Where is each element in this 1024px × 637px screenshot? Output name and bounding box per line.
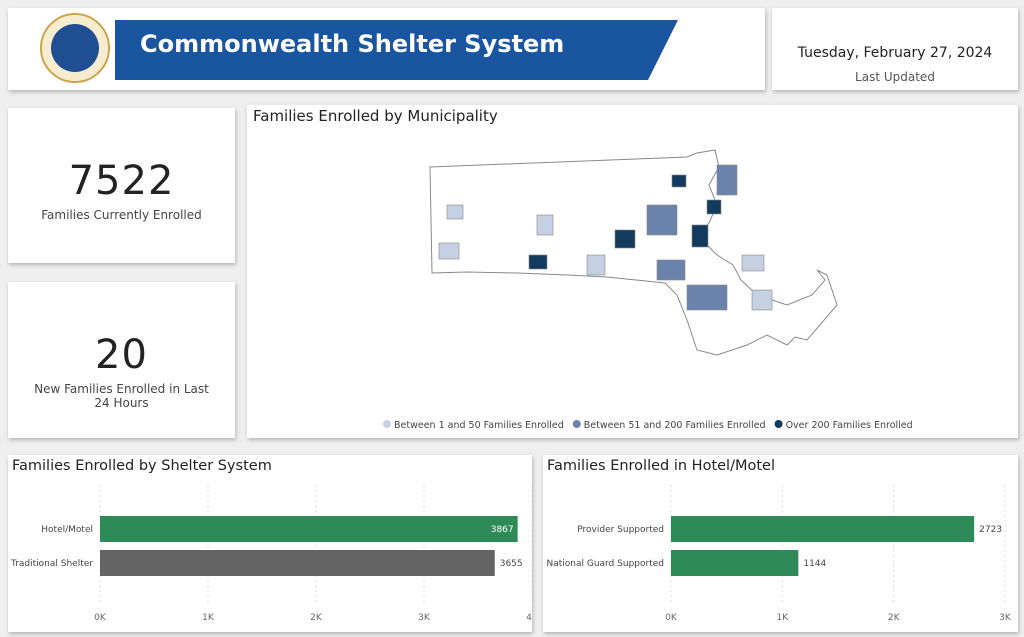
x-tick-label: 0K bbox=[665, 613, 678, 623]
state-outline bbox=[429, 149, 838, 356]
kpi-value: 7522 bbox=[68, 158, 175, 204]
header: Commonwealth Shelter System bbox=[8, 8, 765, 90]
bar-chart: Families Enrolled by Shelter System 0K 1K 2… bbox=[10, 458, 539, 623]
data-label: 2723 bbox=[979, 525, 1002, 535]
legend-swatch bbox=[383, 420, 391, 428]
region bbox=[706, 199, 722, 215]
date-card: Tuesday, February 27, 2024 Last Updated bbox=[772, 8, 1018, 90]
x-tick-label: 3K bbox=[418, 613, 431, 623]
chart-card: Families Enrolled by Shelter System 0K 1K 2… bbox=[8, 455, 539, 632]
region bbox=[536, 214, 554, 236]
region bbox=[716, 164, 738, 196]
region bbox=[586, 254, 606, 276]
chart-title: Families Enrolled in Hotel/Motel bbox=[547, 458, 775, 474]
header-graphic: Commonwealth Shelter System bbox=[40, 13, 678, 83]
kpi-label: New Families Enrolled in Last 24 Hours bbox=[34, 382, 209, 410]
legend-label: Between 51 and 200 Families Enrolled bbox=[584, 420, 766, 431]
bar bbox=[100, 550, 495, 576]
x-tick-label: 4K bbox=[526, 613, 532, 623]
y-tick-label: Hotel/Motel bbox=[41, 525, 93, 535]
data-label: 3867 bbox=[491, 525, 514, 535]
legend-swatch bbox=[774, 420, 783, 428]
bar bbox=[100, 516, 518, 542]
bar bbox=[671, 516, 975, 542]
region bbox=[646, 204, 678, 236]
legend-label: Over 200 Families Enrolled bbox=[786, 420, 913, 431]
x-tick-label: 2K bbox=[888, 613, 901, 623]
legend-label: Between 1 and 50 Families Enrolled bbox=[394, 420, 564, 431]
map-card: Families Enrolled by Municipality Betwee… bbox=[247, 105, 1018, 438]
kpi-label: Families Currently Enrolled bbox=[41, 208, 202, 222]
x-tick-label: 0K bbox=[94, 613, 107, 623]
region bbox=[691, 224, 709, 248]
region bbox=[614, 229, 636, 249]
region bbox=[751, 289, 773, 311]
region bbox=[686, 284, 728, 311]
kpi-card: 7522 Families Currently Enrolled bbox=[8, 108, 235, 263]
bar-chart: Families Enrolled in Hotel/Motel 0K 1K 2K 3K… bbox=[546, 458, 1012, 623]
map-title: Families Enrolled by Municipality bbox=[253, 107, 498, 125]
kpi-card: 20 New Families Enrolled in Last 24 Hour… bbox=[8, 282, 235, 438]
map-regions bbox=[438, 164, 773, 311]
y-tick-label: Provider Supported bbox=[577, 525, 664, 535]
x-tick-label: 1K bbox=[202, 613, 215, 623]
x-tick-label: 2K bbox=[310, 613, 323, 623]
region bbox=[671, 174, 687, 188]
y-tick-label: Traditional Shelter bbox=[10, 559, 93, 569]
region bbox=[741, 254, 765, 272]
legend-swatch bbox=[572, 420, 581, 428]
region bbox=[528, 254, 548, 270]
region bbox=[438, 242, 460, 260]
data-label: 3655 bbox=[500, 559, 523, 569]
seal-shield bbox=[51, 24, 99, 72]
y-tick-label: National Guard Supported bbox=[546, 559, 664, 569]
x-tick-label: 3K bbox=[999, 613, 1012, 623]
bar bbox=[671, 550, 799, 576]
update-date: Tuesday, February 27, 2024 bbox=[797, 45, 993, 61]
x-tick-label: 1K bbox=[777, 613, 790, 623]
update-caption: Last Updated bbox=[855, 70, 935, 84]
kpi-value: 20 bbox=[95, 332, 148, 378]
chart-card: Families Enrolled in Hotel/Motel 0K 1K 2K 3K… bbox=[543, 455, 1018, 632]
title-banner bbox=[115, 20, 678, 80]
header-title: Commonwealth Shelter System bbox=[140, 30, 564, 58]
map: Between 1 and 50 Families Enrolled Betwee… bbox=[383, 149, 913, 431]
region bbox=[656, 259, 686, 281]
chart-title: Families Enrolled by Shelter System bbox=[12, 458, 272, 474]
data-label: 1144 bbox=[803, 559, 826, 569]
region bbox=[446, 204, 464, 220]
